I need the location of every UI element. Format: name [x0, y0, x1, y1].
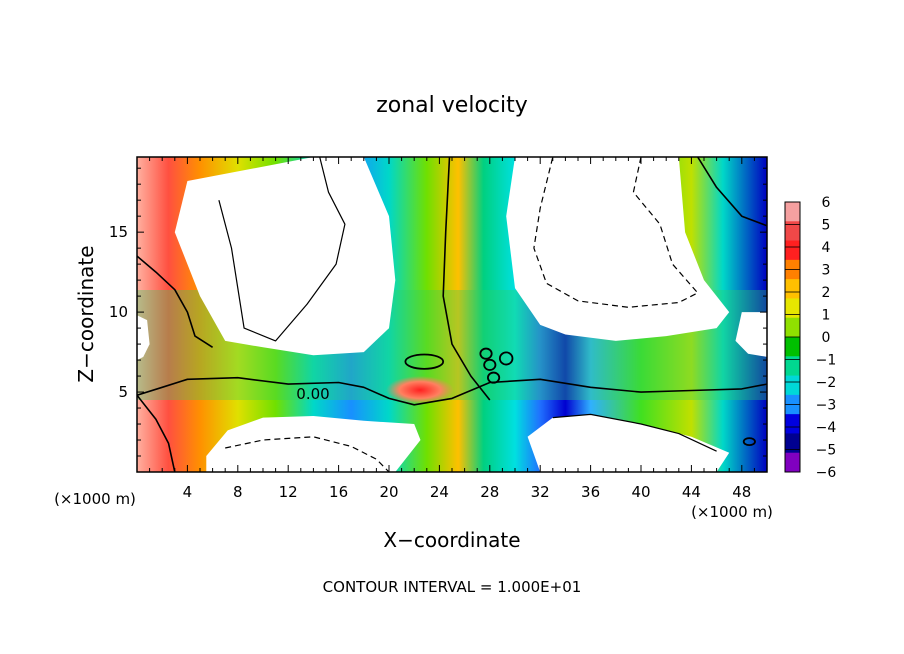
contour-interval-note: CONTOUR INTERVAL = 1.000E+01	[323, 578, 582, 596]
x-tick-label: 4	[183, 483, 193, 501]
colorbar-swatch	[785, 452, 800, 473]
contour-loop-0	[404, 353, 445, 370]
x-axis-label: X−coordinate	[383, 528, 520, 552]
y-tick-label: 10	[109, 303, 128, 321]
x-tick-label: 44	[682, 483, 701, 501]
x-unit-label-right: (×1000 m)	[691, 503, 773, 521]
x-tick-label: 40	[631, 483, 650, 501]
x-tick-label: 8	[233, 483, 243, 501]
x-unit-label-left: (×1000 m)	[54, 490, 136, 508]
region-white-left-notch	[137, 315, 150, 361]
contour-loop-1	[479, 347, 493, 360]
contour-line-4	[218, 157, 346, 342]
chart-title: zonal velocity	[376, 93, 528, 118]
region-white-lower-right	[527, 414, 730, 472]
y-tick-label: 5	[118, 383, 128, 401]
contour-loop-4	[498, 351, 514, 366]
contour-line-1	[137, 255, 214, 348]
colorbar-swatch	[785, 337, 800, 357]
contour-loop-5	[742, 437, 756, 447]
colorbar-label: 1	[822, 308, 831, 324]
contour-line-2	[442, 157, 491, 401]
y-axis: 5 10 15	[109, 167, 767, 457]
y-axis-label: Z−coordinate	[74, 245, 98, 382]
colorbar-swatch	[785, 433, 800, 454]
colorbar-label: 4	[822, 240, 831, 256]
contour-loop-3	[487, 371, 501, 384]
contours-layer	[137, 157, 767, 472]
contour-line-6	[697, 157, 767, 227]
colorbar-label: −2	[816, 375, 837, 391]
regions-layer	[137, 157, 767, 472]
contour-line-0	[137, 376, 767, 406]
x-tick-label: 28	[480, 483, 499, 501]
colorbar-label: −6	[816, 465, 837, 481]
colorbar-swatch	[785, 221, 800, 242]
y-tick-label: 15	[109, 223, 128, 241]
colorbar-label: 2	[822, 285, 831, 301]
dashed-contour-line-8	[225, 436, 390, 472]
colorbar-swatch	[785, 298, 800, 319]
colorbar-label: −5	[816, 443, 837, 459]
plot-area	[137, 157, 767, 472]
colorbar-swatch	[785, 375, 800, 396]
velocity-field-red-spot	[386, 376, 454, 404]
colorbar-label: 5	[822, 218, 831, 234]
x-tick-label: 12	[279, 483, 298, 501]
contour-loop-2	[483, 358, 497, 371]
region-white-right-notch	[735, 312, 767, 357]
colorbar-swatch	[785, 279, 800, 299]
colorbar-label: −3	[816, 398, 837, 414]
colorbar-swatch	[785, 356, 800, 377]
colorbar-label: −1	[816, 353, 837, 369]
colorbar-swatch	[785, 240, 800, 261]
region-white-upper-left	[174, 157, 396, 356]
colorbar-label: −4	[816, 420, 837, 436]
colorbar: 6 5 4 3 2 1 0 −1 −2 −3 −4 −5 −6	[784, 195, 837, 481]
region-white-upper-right	[506, 157, 730, 341]
x-tick-label: 36	[581, 483, 600, 501]
colorbar-label: 0	[822, 330, 831, 346]
x-tick-label: 32	[531, 483, 550, 501]
colorbar-label: 6	[822, 195, 831, 211]
x-tick-label: 16	[329, 483, 348, 501]
region-white-lower-left	[206, 416, 421, 472]
colorbar-swatch	[785, 202, 800, 222]
colorbar-swatch	[785, 317, 800, 338]
contour-line-5	[552, 413, 717, 452]
x-tick-label: 24	[430, 483, 449, 501]
colorbar-swatch	[785, 414, 800, 434]
dashed-contour-line-7	[533, 157, 699, 308]
x-tick-label: 48	[732, 483, 751, 501]
contour-label: 0.00	[296, 385, 329, 403]
x-axis: 4 8 12 16 20 24 28 32 36 40 44 48	[149, 157, 755, 501]
x-tick-label: 20	[379, 483, 398, 501]
colorbar-label: 3	[822, 263, 831, 279]
contour-line-3	[137, 394, 176, 472]
